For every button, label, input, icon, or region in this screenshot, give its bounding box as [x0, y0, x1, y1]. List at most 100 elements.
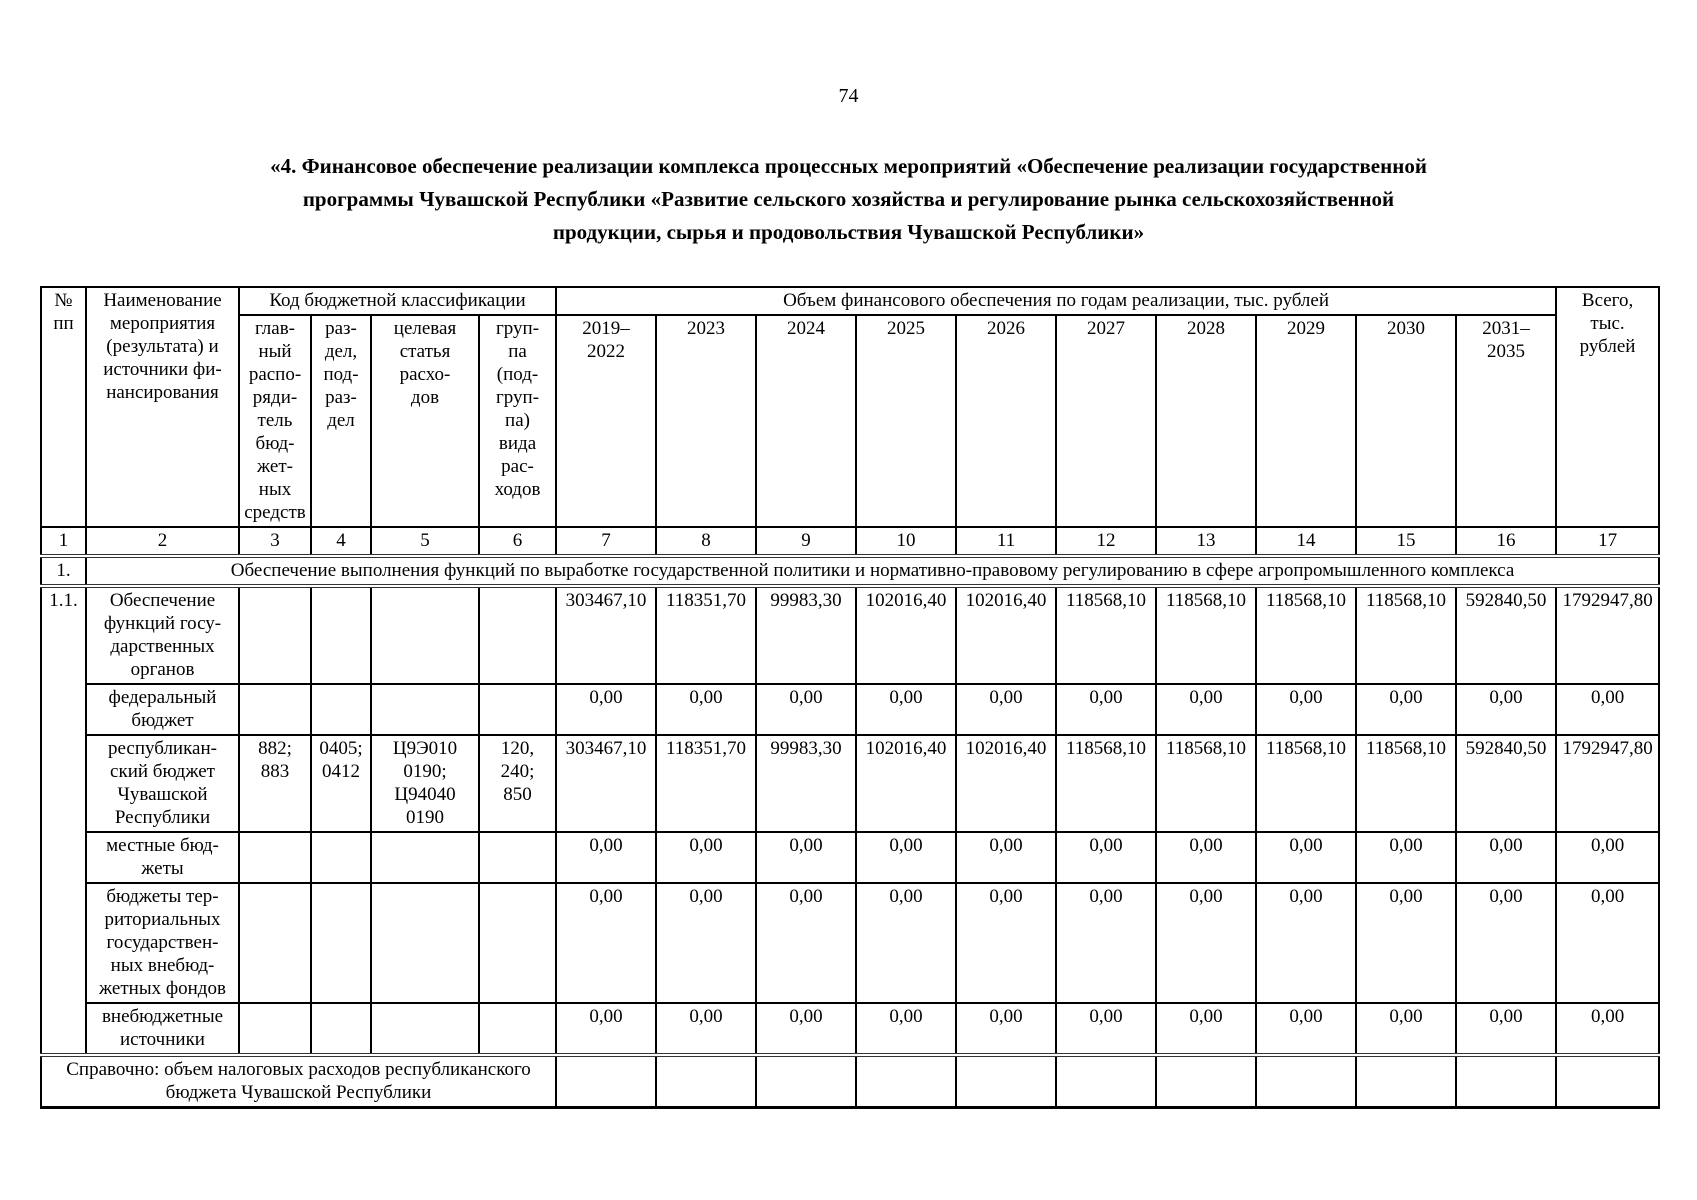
- value-cell: 0,00: [1055, 882, 1158, 1004]
- table-row-territorial-funds: бюджеты тер- риториальных государствен- …: [41, 882, 1661, 1004]
- value-cell: 0,00: [855, 831, 958, 884]
- header-total: Всего, тыс. рублей: [1555, 286, 1661, 528]
- reference-label: Справочно: объем налоговых расходов респ…: [39, 1053, 558, 1109]
- value-cell: 0,00: [655, 683, 758, 736]
- value-cell: 118568,10: [1055, 585, 1158, 685]
- value-cell: 0,00: [955, 882, 1058, 1004]
- code-group-cell: [477, 683, 558, 736]
- total-cell: 1792947,80: [1555, 734, 1661, 833]
- code-grbs-cell: [238, 1002, 312, 1056]
- document-page: 74 «4. Финансовое обеспечение реализации…: [0, 84, 1697, 1200]
- header-year: 2029: [1255, 314, 1358, 528]
- row-label: республикан- ский бюджет Чувашской Респу…: [85, 734, 240, 833]
- total-cell: 0,00: [1555, 831, 1661, 884]
- code-group-cell: [477, 1002, 558, 1056]
- header-year: 2027: [1055, 314, 1158, 528]
- table-row-extrabudgetary: внебюджетные источники 0,00 0,00 0,00 0,…: [41, 1002, 1661, 1056]
- row-label: федеральный бюджет: [85, 683, 240, 736]
- column-number: 10: [855, 526, 958, 558]
- value-cell: 0,00: [955, 1002, 1058, 1056]
- code-group-cell: 120, 240; 850: [477, 734, 558, 833]
- table-row-federal: федеральный бюджет 0,00 0,00 0,00 0,00 0…: [41, 683, 1661, 736]
- column-number: 5: [370, 526, 480, 558]
- section-row: 1. Обеспечение выполнения функций по выр…: [40, 555, 1661, 588]
- value-cell: 0,00: [555, 882, 658, 1004]
- header-budget-class: Код бюджетной классификации: [237, 286, 558, 316]
- column-number: 6: [477, 526, 558, 558]
- value-cell: 118568,10: [1155, 585, 1258, 685]
- value-cell: 0,00: [1055, 1002, 1158, 1056]
- header-target-article: целевая статья расхо- дов: [370, 314, 480, 528]
- value-cell: 0,00: [1355, 1002, 1458, 1056]
- value-cell: 118568,10: [1255, 734, 1358, 833]
- header-razdel: раз- дел, под- раз- дел: [310, 314, 372, 528]
- page-number: 74: [838, 85, 859, 107]
- header-group: груп- па (под- груп- па) вида рас- ходов: [477, 314, 558, 528]
- value-cell: 118568,10: [1355, 585, 1458, 685]
- header-year: 2030: [1355, 314, 1458, 528]
- table-row-1-1: 1.1. Обеспечение функций госу- дарственн…: [40, 585, 1661, 1056]
- header-num: № пп: [40, 286, 87, 528]
- code-target-cell: [370, 1002, 480, 1056]
- value-cell: 0,00: [1455, 1002, 1558, 1056]
- value-cell: 0,00: [855, 683, 958, 736]
- value-cell: 0,00: [755, 831, 858, 884]
- section-title: Обеспечение выполнения функций по вырабо…: [84, 555, 1661, 588]
- column-number: 1: [40, 526, 87, 558]
- value-cell: 0,00: [1155, 882, 1258, 1004]
- value-cell: 118568,10: [1255, 585, 1358, 685]
- table-row-republican: республикан- ский бюджет Чувашской Респу…: [41, 734, 1661, 833]
- empty-total-cell: [1555, 1053, 1661, 1109]
- code-target-cell: [370, 683, 480, 736]
- total-cell: 0,00: [1555, 882, 1661, 1004]
- value-cell: 0,00: [1255, 882, 1358, 1004]
- column-number-row: 1 2 3 4 5 6 7 8 9 10 11 12 13 14 15 16 1…: [40, 526, 1661, 558]
- reference-row: Справочно: объем налоговых расходов респ…: [39, 1053, 1661, 1109]
- value-cell: 102016,40: [855, 734, 958, 833]
- empty-value-cell: [1155, 1053, 1258, 1109]
- value-cell: 99983,30: [755, 734, 858, 833]
- value-cell: 0,00: [1155, 683, 1258, 736]
- empty-value-cell: [1055, 1053, 1158, 1109]
- code-group-cell: [477, 831, 558, 884]
- column-number: 16: [1455, 526, 1558, 558]
- column-number: 2: [85, 526, 240, 558]
- header-row-1: № пп Наименование мероприятия (результат…: [40, 286, 1661, 528]
- row-label: бюджеты тер- риториальных государствен- …: [85, 882, 240, 1004]
- value-cell: 0,00: [1355, 831, 1458, 884]
- code-target-cell: [370, 882, 480, 1004]
- value-cell: 0,00: [1155, 1002, 1258, 1056]
- section-number: 1.: [40, 555, 87, 588]
- header-row-2: глав- ный распо- ряди- тель бюд- жет- ны…: [41, 314, 1659, 528]
- value-cell: 102016,40: [955, 585, 1058, 685]
- value-cell: 0,00: [755, 683, 858, 736]
- code-grbs-cell: 882; 883: [238, 734, 312, 833]
- column-number: 13: [1155, 526, 1258, 558]
- table-row-local: местные бюд- жеты 0,00 0,00 0,00 0,00 0,…: [41, 831, 1661, 884]
- empty-value-cell: [1455, 1053, 1558, 1109]
- value-cell: 0,00: [955, 831, 1058, 884]
- column-number: 12: [1055, 526, 1158, 558]
- value-cell: 118351,70: [655, 734, 758, 833]
- value-cell: 118351,70: [655, 585, 758, 685]
- code-razdel-cell: [310, 1002, 372, 1056]
- value-cell: 0,00: [1155, 831, 1258, 884]
- code-razdel-cell: 0405; 0412: [310, 734, 372, 833]
- value-cell: 0,00: [1355, 683, 1458, 736]
- value-cell: 0,00: [1355, 882, 1458, 1004]
- code-razdel-cell: [310, 882, 372, 1004]
- code-grbs-cell: [238, 882, 312, 1004]
- value-cell: 118568,10: [1355, 734, 1458, 833]
- column-number: 3: [238, 526, 312, 558]
- header-year: 2028: [1155, 314, 1258, 528]
- header-year: 2019– 2022: [555, 314, 658, 528]
- code-razdel-cell: [310, 683, 372, 736]
- code-razdel-cell: [310, 831, 372, 884]
- header-volume: Объем финансового обеспечения по годам р…: [555, 286, 1558, 316]
- empty-value-cell: [855, 1053, 958, 1109]
- value-cell: 0,00: [1255, 1002, 1358, 1056]
- column-number: 15: [1355, 526, 1458, 558]
- finance-table: № пп Наименование мероприятия (результат…: [39, 286, 1661, 1109]
- value-cell: 99983,30: [755, 585, 858, 685]
- empty-value-cell: [755, 1053, 858, 1109]
